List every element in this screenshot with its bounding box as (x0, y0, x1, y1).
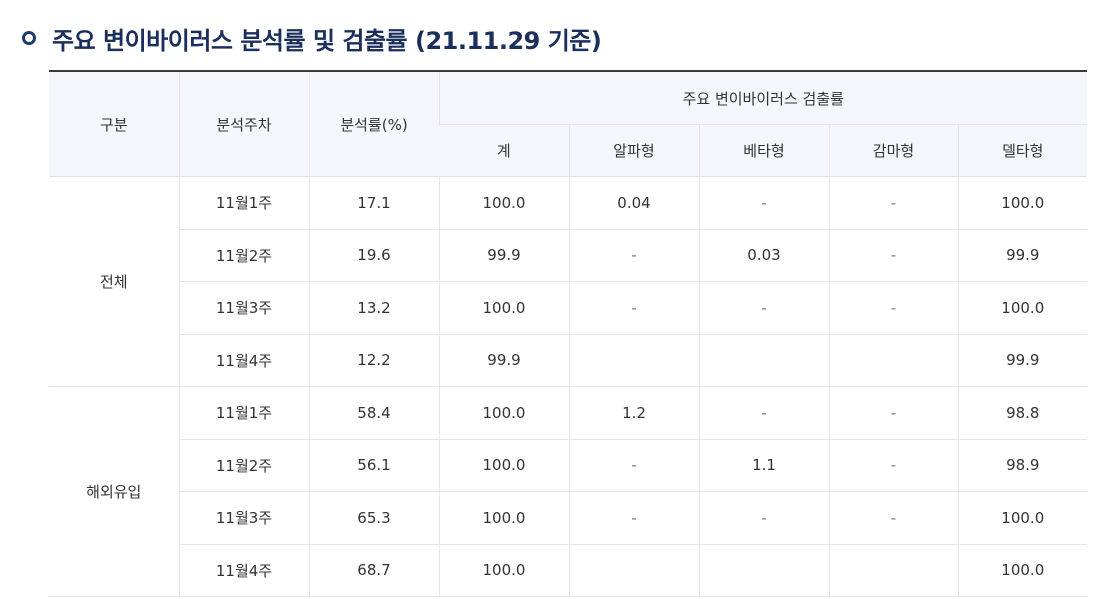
cell-rate: 65.3 (308, 491, 439, 545)
cell-delta: 100.0 (957, 281, 1088, 335)
group-label: 해외유입 (49, 386, 179, 597)
cell-alpha: 1.2 (568, 386, 699, 440)
cell-total: 100.0 (438, 544, 569, 597)
header-beta: 베타형 (698, 124, 829, 177)
cell-rate: 17.1 (308, 176, 439, 230)
table-row: 해외유입 11월1주 58.4 100.0 1.2- -98.8 (49, 386, 1088, 597)
cell-week: 11월3주 (178, 281, 309, 335)
header-delta: 델타형 (957, 124, 1088, 177)
cell-alpha: - (568, 491, 699, 545)
cell-total: 100.0 (438, 439, 569, 492)
cell-gamma (828, 334, 958, 387)
table-row: 11월3주 65.3 100.0- - -100.0 (49, 491, 1088, 545)
table-container: 구분 분석주차 분석률(%) 주요 변이바이러스 검출률 계 알파형 베타형 감… (49, 70, 1088, 597)
table-row: 11월2주 19.6 99.9-0.03-99.9 (49, 229, 1088, 282)
header-total: 계 (439, 124, 569, 177)
cell-alpha: - (568, 439, 699, 492)
cell-rate: 58.4 (308, 386, 439, 440)
table-header: 구분 분석주차 분석률(%) 주요 변이바이러스 검출률 계 알파형 베타형 감… (49, 71, 1088, 177)
cell-total: 100.0 (438, 491, 569, 545)
cell-delta: 98.9 (957, 439, 1088, 492)
group-label: 전체 (49, 176, 179, 387)
cell-delta: 100.0 (957, 544, 1088, 597)
header-alpha: 알파형 (568, 124, 699, 177)
cell-beta (698, 334, 829, 387)
cell-gamma: - (828, 439, 958, 492)
cell-gamma: - (828, 491, 958, 545)
header-rate: 분석률(%) (308, 71, 439, 177)
cell-week: 11월3주 (178, 491, 309, 545)
cell-week: 11월1주 (178, 386, 309, 440)
cell-rate: 56.1 (308, 439, 439, 492)
cell-alpha: - (568, 229, 699, 282)
cell-beta: - (698, 281, 829, 335)
cell-total: 100.0 (438, 281, 569, 335)
cell-week: 11월4주 (178, 334, 309, 387)
title-bar: 주요 변이바이러스 분석률 및 검출률 (21.11.29 기준) (22, 16, 602, 60)
table-row: 11월4주 68.7 100.0 100.0 (49, 544, 1088, 597)
cell-gamma: - (828, 281, 958, 335)
cell-alpha (568, 334, 699, 387)
cell-total: 99.9 (438, 229, 569, 282)
cell-delta: 100.0 (957, 491, 1088, 545)
cell-alpha: 0.04 (568, 176, 699, 230)
cell-total: 100.0 (438, 386, 569, 440)
cell-beta: 1.1 (698, 439, 829, 492)
header-week: 분석주차 (178, 71, 309, 177)
table-row: 11월4주 12.2 99.9 99.9 (49, 334, 1088, 387)
cell-alpha (568, 544, 699, 597)
cell-rate: 19.6 (308, 229, 439, 282)
cell-gamma: - (828, 176, 958, 230)
cell-beta (698, 544, 829, 597)
cell-alpha: - (568, 281, 699, 335)
cell-week: 11월2주 (178, 229, 309, 282)
cell-delta: 99.9 (957, 334, 1088, 387)
cell-delta: 100.0 (957, 176, 1088, 230)
circle-bullet-icon (22, 31, 36, 45)
cell-delta: 99.9 (957, 229, 1088, 282)
cell-week: 11월2주 (178, 439, 309, 492)
cell-gamma: - (828, 386, 958, 440)
cell-gamma: - (828, 229, 958, 282)
table-body: 전체 11월1주 17.1 100.0 0.04- -100.0 11월2주 19.6 99.9… (49, 176, 1088, 597)
cell-rate: 13.2 (308, 281, 439, 335)
cell-beta: - (698, 386, 829, 440)
cell-gamma (828, 544, 958, 597)
cell-beta: 0.03 (698, 229, 829, 282)
header-detection-group: 주요 변이바이러스 검출률 (438, 71, 1088, 125)
cell-beta: - (698, 176, 829, 230)
table-row: 11월2주 56.1 100.0-1.1-98.9 (49, 439, 1088, 492)
table-row: 11월3주 13.2 100.0- - -100.0 (49, 281, 1088, 335)
header-category: 구분 (49, 71, 179, 177)
cell-delta: 98.8 (957, 386, 1088, 440)
cell-beta: - (698, 491, 829, 545)
cell-rate: 12.2 (308, 334, 439, 387)
cell-total: 100.0 (438, 176, 569, 230)
variant-detection-table: 구분 분석주차 분석률(%) 주요 변이바이러스 검출률 계 알파형 베타형 감… (49, 70, 1088, 597)
cell-total: 99.9 (438, 334, 569, 387)
cell-week: 11월4주 (178, 544, 309, 597)
page-title: 주요 변이바이러스 분석률 및 검출률 (21.11.29 기준) (52, 26, 602, 55)
cell-rate: 68.7 (308, 544, 439, 597)
header-gamma: 감마형 (828, 124, 958, 177)
cell-week: 11월1주 (178, 176, 309, 230)
table-row: 전체 11월1주 17.1 100.0 0.04- -100.0 (49, 176, 1088, 387)
